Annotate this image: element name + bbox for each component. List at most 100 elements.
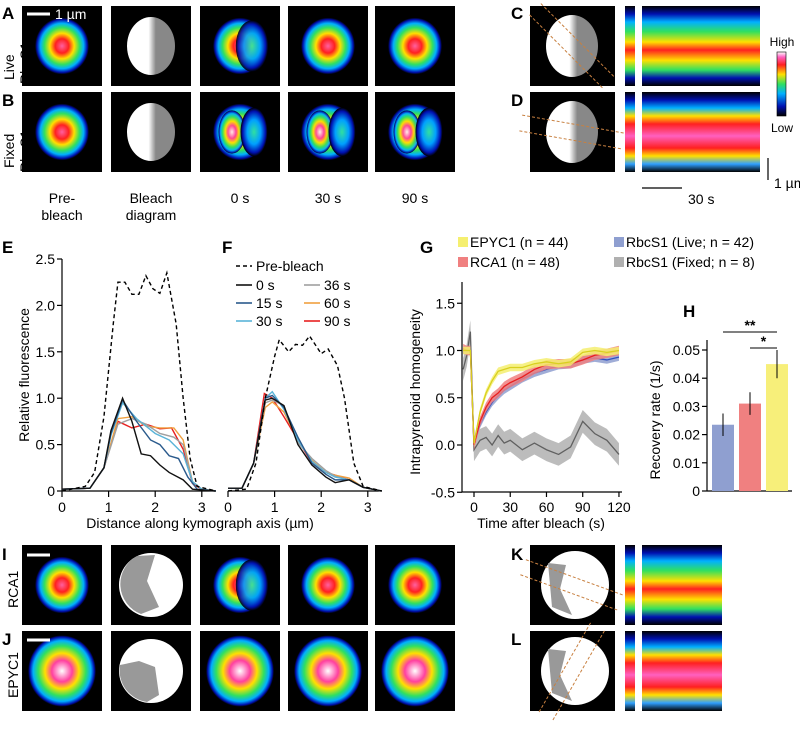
- microscopy-images: [22, 3, 760, 721]
- bright-half: [393, 110, 421, 154]
- bleached-region: [120, 555, 159, 614]
- kymograph-axis-line: [552, 628, 606, 721]
- kymograph: [642, 545, 722, 625]
- kymograph-axis: [519, 114, 626, 150]
- bleach-diagram-icon: [546, 101, 598, 163]
- y-tick-label: -0.5: [431, 484, 455, 500]
- fluorescence-signal: [294, 635, 362, 707]
- prebleach-strip: [625, 631, 635, 711]
- panel-label-d: D: [511, 91, 523, 110]
- x-tick-label: 1: [271, 499, 279, 515]
- x-tick-label: 60: [539, 499, 555, 515]
- kymograph-panel: [529, 3, 760, 90]
- row-label-live: Live: [1, 54, 17, 80]
- column-label-30s: 30 s: [315, 190, 341, 206]
- panel-label-a: A: [2, 4, 14, 23]
- legend-label: 30 s: [256, 313, 282, 329]
- image-tile: [288, 545, 368, 625]
- image-tile: [375, 545, 455, 625]
- panel-label-f: F: [222, 238, 232, 257]
- image-tile: [111, 631, 191, 711]
- series-line-90s: [228, 392, 382, 492]
- bleach-diagram-icon: [127, 17, 175, 75]
- legend-label: 15 s: [256, 295, 282, 311]
- image-tile: [22, 545, 102, 625]
- bright-half: [218, 110, 246, 154]
- panel-label-h: H: [683, 302, 695, 321]
- image-tile: [200, 6, 280, 86]
- colorbar-low-label: Low: [771, 121, 793, 135]
- kymograph-axis-line: [519, 130, 623, 150]
- prebleach-strip: [625, 92, 635, 172]
- legend-label: 0 s: [256, 277, 275, 293]
- series-line-0s: [61, 396, 216, 492]
- x-tick-label: 30: [502, 499, 518, 515]
- fluorescence-signal: [28, 635, 96, 707]
- image-tile: [111, 545, 191, 625]
- x-axis-label: Distance along kymograph axis (µm): [86, 515, 314, 531]
- colorbar: [776, 51, 787, 117]
- bar-RCA1: [739, 403, 761, 491]
- y-tick-label: 0.05: [673, 342, 700, 358]
- image-tile: [288, 92, 368, 172]
- significance-label: *: [761, 333, 767, 349]
- significance-label: **: [745, 317, 756, 333]
- kymograph-axis: [538, 620, 606, 721]
- bleached-half: [240, 107, 268, 157]
- legend-label: RbcS1 (Fixed; n = 8): [626, 254, 755, 270]
- series-line-Pre-bleach: [61, 270, 216, 492]
- kymograph-panel: [530, 620, 722, 721]
- y-axis-label: Intrapyrenoid homogeneity: [407, 309, 423, 475]
- y-tick-label: 0.04: [673, 370, 700, 386]
- fluorescence-signal: [206, 635, 274, 707]
- series-line-EPYC1: [463, 349, 620, 444]
- panel-label-g: G: [420, 238, 433, 257]
- kymograph-axis-line: [525, 559, 625, 597]
- kymograph-panel: [520, 545, 722, 625]
- kymograph-axis: [520, 559, 625, 612]
- kymograph: [642, 631, 722, 711]
- column-label-90s: 90 s: [402, 190, 428, 206]
- fluorescence-signal: [388, 17, 442, 75]
- y-tick-label: 0.0: [436, 437, 456, 453]
- image-tile: [22, 6, 102, 86]
- y-tick-label: 2.5: [36, 251, 56, 267]
- kymograph: [642, 92, 760, 172]
- image-tile: [200, 545, 280, 625]
- bar-RbcS1Live: [712, 424, 734, 491]
- series-line-Pre-bleach: [227, 334, 382, 492]
- kymograph-axis-line: [522, 114, 626, 134]
- x-tick-label: 2: [317, 499, 325, 515]
- legend-label: RbcS1 (Live; n = 42): [626, 234, 754, 250]
- y-tick-label: 0.02: [673, 427, 700, 443]
- y-tick-label: 1.5: [436, 295, 456, 311]
- kymograph-axis-line: [529, 14, 605, 90]
- image-tile: [111, 92, 191, 172]
- x-tick-label: 3: [198, 499, 206, 515]
- panel-label-b: B: [2, 91, 14, 110]
- y-tick-label: 0.01: [673, 455, 700, 471]
- error-band-EPYC1: [463, 346, 619, 447]
- series-line-30s: [228, 390, 382, 492]
- image-tile: [375, 631, 455, 711]
- image-tile: [200, 92, 280, 172]
- image-tile: [288, 631, 368, 711]
- legend-swatch: [614, 257, 624, 267]
- panel-label-k: K: [511, 545, 524, 564]
- row-label-fixed: Fixed: [1, 134, 17, 168]
- y-tick-label: 1.0: [436, 343, 456, 359]
- bleached-half: [235, 559, 269, 611]
- panel-label-i: I: [2, 545, 7, 564]
- image-tile: [375, 92, 455, 172]
- scale-bar-label: 1 µm: [55, 6, 86, 22]
- row-label-epyc1: EPYC1: [5, 652, 21, 698]
- bleached-region: [119, 661, 159, 702]
- legend-label: 60 s: [324, 295, 350, 311]
- y-tick-label: 1.5: [36, 344, 56, 360]
- y-tick-label: 0: [47, 483, 55, 499]
- fluorescence-signal: [35, 103, 89, 161]
- y-tick-label: 0.5: [436, 390, 456, 406]
- y-tick-label: 0: [692, 483, 700, 499]
- x-tick-label: 0: [58, 499, 66, 515]
